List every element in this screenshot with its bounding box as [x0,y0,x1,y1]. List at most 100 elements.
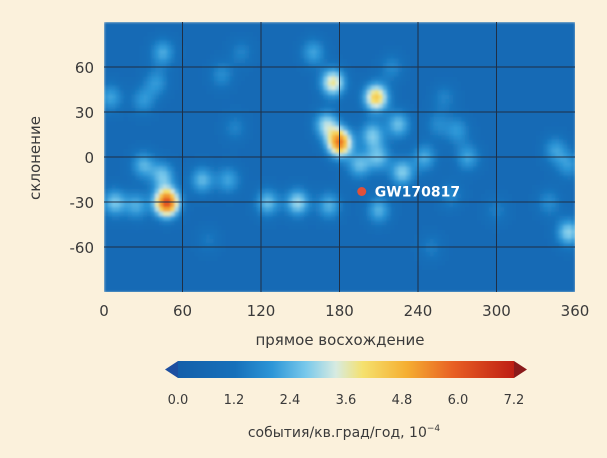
heatmap-cell [151,67,156,73]
heatmap-cell [237,157,242,163]
heatmap-cell [312,220,317,226]
heatmap-cell [174,269,180,275]
heatmap-cell [363,233,368,239]
heatmap-cell [386,67,392,73]
heatmap-cell [331,161,337,167]
heatmap-cell [296,40,301,46]
heatmap-cell [284,139,290,145]
heatmap-cell [386,278,392,284]
heatmap-cell [213,242,219,248]
heatmap-cell [245,98,250,104]
heatmap-cell [123,242,129,248]
heatmap-cell [182,98,188,104]
heatmap-cell [107,206,113,212]
heatmap-cell [300,161,305,167]
heatmap-cell [155,184,160,190]
heatmap-cell [127,125,133,131]
heatmap-cell [347,139,352,145]
heatmap-cell [221,121,227,127]
heatmap-cell [312,166,317,172]
heatmap-cell [221,62,227,68]
heatmap-cell [355,283,360,289]
heatmap-cell [398,193,403,199]
heatmap-cell [319,76,325,82]
heatmap-cell [410,233,415,239]
heatmap-cell [139,233,144,239]
heatmap-cell [241,256,246,262]
heatmap-cell [158,22,164,28]
heatmap-cell [308,184,313,190]
heatmap-cell [292,26,297,32]
heatmap-cell [296,98,301,104]
heatmap-cell [366,85,372,91]
heatmap-cell [288,49,293,55]
heatmap-cell [323,58,329,64]
heatmap-cell [425,211,431,217]
heatmap-cell [135,53,140,59]
heatmap-cell [139,53,144,59]
heatmap-cell [166,49,172,55]
heatmap-cell [288,103,293,109]
heatmap-cell [162,157,168,163]
heatmap-cell [178,256,184,262]
heatmap-cell [272,103,278,109]
heatmap-cell [229,103,235,109]
heatmap-cell [249,67,254,73]
heatmap-cell [390,287,396,292]
heatmap-cell [104,206,109,212]
heatmap-cell [276,85,282,91]
heatmap-cell [162,139,168,145]
heatmap-cell [390,76,396,82]
heatmap-cell [257,89,262,95]
heatmap-cell [257,242,262,248]
heatmap-cell [421,175,427,181]
heatmap-cell [261,184,266,190]
heatmap-cell [410,35,415,41]
heatmap-cell [276,247,282,253]
heatmap-cell [374,98,380,104]
heatmap-cell [292,197,297,203]
heatmap-cell [135,31,140,37]
heatmap-cell [288,188,293,194]
heatmap-cell [237,215,242,221]
heatmap-cell [111,184,117,190]
heatmap-cell [374,175,380,181]
heatmap-cell [202,197,207,203]
heatmap-cell [280,62,286,68]
heatmap-cell [410,139,415,145]
heatmap-cell [351,31,356,37]
heatmap-cell [414,85,419,91]
heatmap-cell [272,130,278,136]
heatmap-cell [111,152,117,158]
heatmap-cell [261,278,266,284]
heatmap-cell [178,211,184,217]
heatmap-cell [331,134,337,140]
heatmap-cell [206,197,211,203]
heatmap-cell [276,53,282,59]
heatmap-cell [233,62,239,68]
heatmap-cell [390,49,396,55]
heatmap-cell [166,130,172,136]
heatmap-cell [213,269,219,275]
heatmap-cell [414,256,419,262]
heatmap-cell [202,94,207,100]
heatmap-cell [261,71,266,77]
heatmap-cell [155,161,160,167]
heatmap-cell [264,98,270,104]
heatmap-cell [131,175,136,181]
heatmap-cell [225,184,231,190]
heatmap-cell [331,58,337,64]
heatmap-cell [190,44,195,50]
heatmap-cell [257,98,262,104]
heatmap-cell [370,202,376,208]
heatmap-cell [308,152,313,158]
heatmap-cell [382,44,388,50]
heatmap-cell [304,247,309,253]
heatmap-cell [209,170,215,176]
heatmap-cell [327,260,333,266]
heatmap-cell [245,238,250,244]
heatmap-cell [425,179,431,185]
heatmap-cell [147,166,152,172]
heatmap-cell [264,71,270,77]
heatmap-cell [139,148,144,154]
